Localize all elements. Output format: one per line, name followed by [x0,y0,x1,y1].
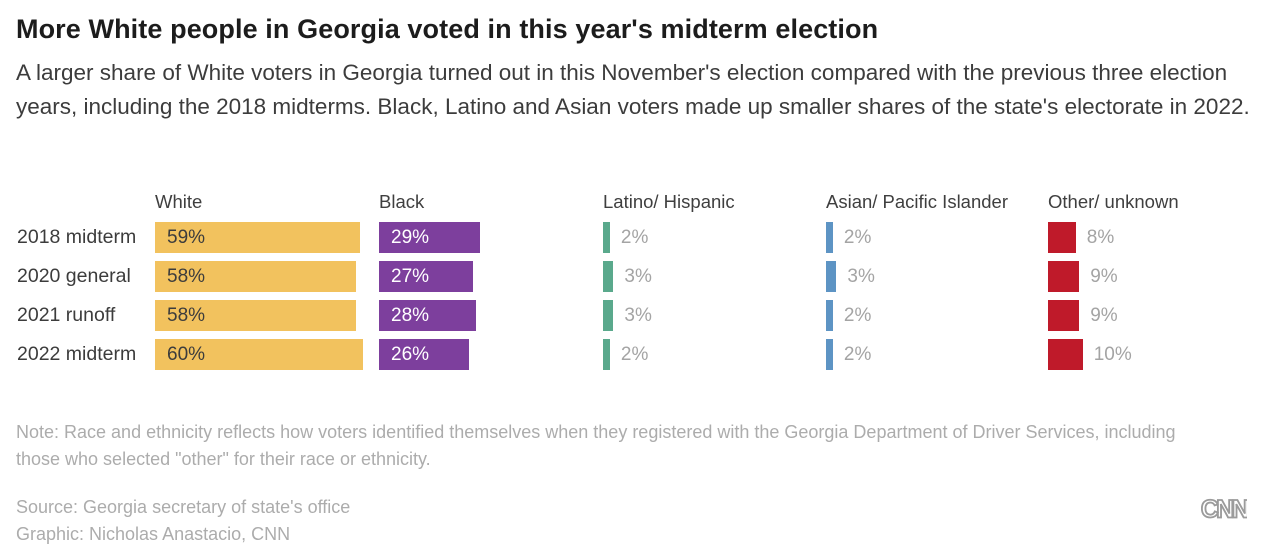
bar-value-latino-hispanic-2020-general: 3% [624,266,652,287]
bar-asian-pacific-islander-2020-general [826,261,837,292]
column-header-white: White [155,191,203,212]
bar-value-latino-hispanic-2018-midterm: 2% [620,227,649,248]
bar-black-2021-runoff [379,300,477,331]
bar-value-white-2020-general: 58% [167,266,206,287]
row-label-2018-midterm: 2018 midterm [17,226,137,248]
bar-value-white-2022-midterm: 60% [167,344,206,365]
bar-value-other-unknown-2020-general: 9% [1090,266,1118,287]
bar-white-2018-midterm [155,222,360,253]
bar-value-asian-pacific-islander-2018-midterm: 2% [843,227,872,248]
bar-white-2022-midterm [155,339,364,370]
bar-value-white-2018-midterm: 59% [167,227,206,248]
bar-value-latino-hispanic-2022-midterm: 2% [620,344,649,365]
source-block: Source: Georgia secretary of state's off… [16,494,916,547]
bar-latino-hispanic-2021-runoff [603,300,614,331]
bar-value-latino-hispanic-2021-runoff: 3% [624,305,652,326]
bar-value-other-unknown-2018-midterm: 8% [1086,227,1115,248]
row-label-2020-general: 2020 general [17,265,131,287]
row-label-2021-runoff: 2021 runoff [17,304,116,326]
bar-value-other-unknown-2021-runoff: 9% [1090,305,1118,326]
bar-value-black-2021-runoff: 28% [391,305,430,326]
bar-asian-pacific-islander-2022-midterm [826,339,833,370]
column-header-black: Black [379,191,425,212]
chart-subtitle: A larger share of White voters in Georgi… [16,60,1250,119]
bar-other-unknown-2018-midterm [1048,222,1076,253]
bar-value-black-2022-midterm: 26% [391,344,430,365]
bar-value-asian-pacific-islander-2022-midterm: 2% [843,344,872,365]
bar-asian-pacific-islander-2018-midterm [826,222,833,253]
column-header-latino-hispanic: Latino/ Hispanic [603,191,735,212]
bar-value-asian-pacific-islander-2020-general: 3% [847,266,875,287]
bar-latino-hispanic-2020-general [603,261,614,292]
page-title: More White people in Georgia voted in th… [16,14,879,44]
chart-note: Note: Race and ethnicity reflects how vo… [16,422,1176,469]
bar-value-white-2021-runoff: 58% [167,305,206,326]
bar-white-2020-general [155,261,357,292]
bar-asian-pacific-islander-2021-runoff [826,300,833,331]
svg-text:CNN: CNN [1201,496,1247,523]
row-label-2022-midterm: 2022 midterm [17,343,137,365]
bar-other-unknown-2022-midterm [1048,339,1083,370]
cnn-logo-icon: CNN [1201,496,1247,525]
bar-black-2022-midterm [379,339,470,370]
bar-value-black-2020-general: 27% [391,266,430,287]
credit-line: Graphic: Nicholas Anastacio, CNN [16,523,291,544]
source-line: Source: Georgia secretary of state's off… [16,497,351,517]
bar-other-unknown-2020-general [1048,261,1080,292]
bar-latino-hispanic-2022-midterm [603,339,610,370]
bar-black-2018-midterm [379,222,480,253]
bar-latino-hispanic-2018-midterm [603,222,610,253]
bar-other-unknown-2021-runoff [1048,300,1080,331]
bar-black-2020-general [379,261,473,292]
column-header-other-unknown: Other/ unknown [1048,191,1179,212]
column-header-asian-pacific-islander: Asian/ Pacific Islander [826,191,1009,212]
bar-value-black-2018-midterm: 29% [391,227,430,248]
bar-value-other-unknown-2022-midterm: 10% [1093,344,1132,365]
bar-value-asian-pacific-islander-2021-runoff: 2% [843,305,872,326]
bar-white-2021-runoff [155,300,357,331]
